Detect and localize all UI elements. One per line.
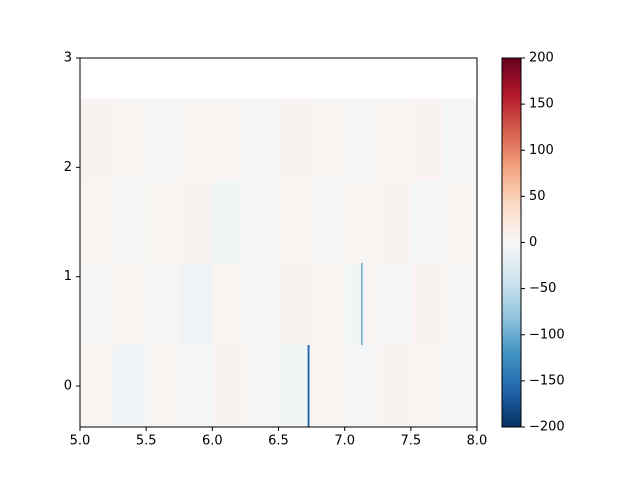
- cell: [146, 345, 180, 427]
- cell: [377, 345, 411, 427]
- cell: [309, 345, 345, 427]
- cell: [344, 181, 378, 263]
- cell: [377, 263, 411, 345]
- cell: [410, 99, 444, 181]
- cell: [443, 263, 477, 345]
- cell: [113, 263, 147, 345]
- cell: [311, 99, 345, 181]
- cell: [80, 181, 114, 263]
- colorbar-tick-label: 150: [529, 97, 554, 112]
- x-tick-label: 8.0: [467, 434, 488, 449]
- colorbar-tick-label: 100: [529, 143, 554, 158]
- x-tick-label: 6.0: [202, 434, 223, 449]
- cell: [179, 99, 213, 181]
- cell: [179, 345, 213, 427]
- cell: [410, 181, 444, 263]
- cell: [146, 181, 180, 263]
- cell: [80, 263, 114, 345]
- cell: [80, 99, 114, 181]
- cell: [212, 263, 246, 345]
- cell: [361, 263, 363, 345]
- cell: [443, 99, 477, 181]
- cell: [377, 99, 411, 181]
- colorbar-tick-label: −150: [529, 373, 565, 388]
- cell: [80, 345, 114, 427]
- x-tick-label: 7.0: [334, 434, 355, 449]
- cell: [362, 263, 378, 345]
- colorbar-tick-label: 50: [529, 189, 546, 204]
- cell: [443, 345, 477, 427]
- cell: [212, 345, 246, 427]
- cell: [377, 181, 411, 263]
- cell: [212, 99, 246, 181]
- cell: [146, 263, 180, 345]
- cell: [410, 345, 444, 427]
- cell: [278, 345, 308, 427]
- cell: [245, 263, 279, 345]
- y-tick-label: 0: [64, 379, 72, 394]
- colorbar-tick-label: 0: [529, 235, 537, 250]
- cell: [311, 263, 345, 345]
- cell: [278, 181, 312, 263]
- cell: [344, 99, 378, 181]
- cell: [311, 181, 345, 263]
- y-tick-label: 2: [64, 160, 72, 175]
- x-tick-label: 5.5: [136, 434, 157, 449]
- cell: [212, 181, 246, 263]
- y-tick-label: 1: [64, 269, 72, 284]
- cell: [146, 99, 180, 181]
- cell: [179, 181, 213, 263]
- cell: [410, 263, 444, 345]
- colorbar-tick-label: −100: [529, 327, 565, 342]
- x-tick-label: 6.5: [268, 434, 289, 449]
- cell: [113, 345, 147, 427]
- cell: [443, 181, 477, 263]
- cell: [344, 263, 362, 345]
- heatmap: [80, 99, 477, 427]
- cell: [245, 181, 279, 263]
- cell: [278, 263, 312, 345]
- cell: [245, 345, 279, 427]
- colorbar-tick-label: −200: [529, 420, 565, 435]
- cell: [179, 263, 213, 345]
- y-tick-label: 3: [64, 51, 72, 66]
- cell: [307, 345, 310, 427]
- colorbar-tick-label: −50: [529, 281, 556, 296]
- cell: [113, 99, 147, 181]
- cell: [278, 99, 312, 181]
- cell: [245, 99, 279, 181]
- cell: [113, 181, 147, 263]
- colorbar: [501, 57, 522, 428]
- x-tick-label: 7.5: [400, 434, 421, 449]
- colorbar-tick-label: 200: [529, 51, 554, 66]
- x-tick-label: 5.0: [70, 434, 91, 449]
- cell: [344, 345, 378, 427]
